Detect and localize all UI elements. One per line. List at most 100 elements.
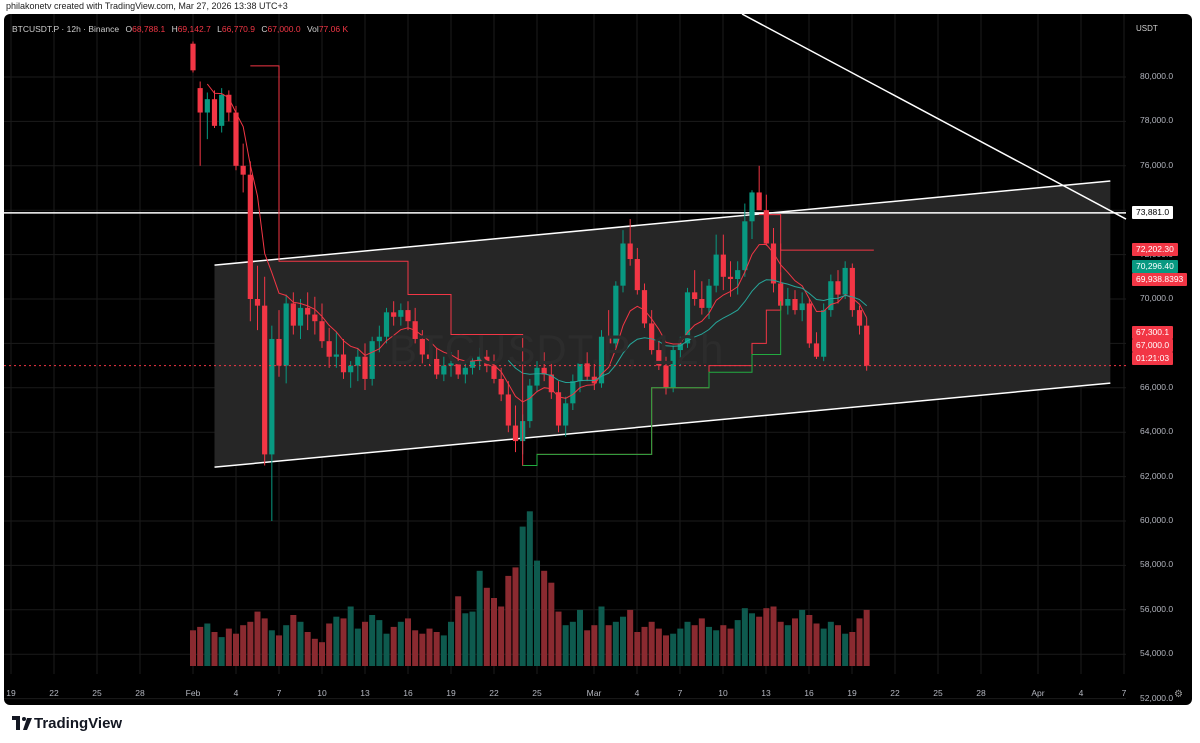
volume-bar	[799, 609, 806, 666]
candle-body	[226, 94, 232, 113]
date-tick-label: 10	[317, 688, 327, 698]
volume-bar	[684, 621, 691, 666]
volume-bar	[376, 620, 383, 666]
volume-bar	[849, 632, 856, 666]
volume-bar	[562, 625, 569, 666]
channel-fill	[214, 181, 1111, 468]
volume-bar	[827, 621, 834, 666]
candle-body	[469, 361, 476, 368]
candle-body	[534, 367, 540, 386]
volume-bar	[190, 630, 196, 666]
volume-bar	[426, 628, 433, 666]
candle-body	[699, 299, 705, 308]
volume-value: 77.06 K	[318, 24, 349, 34]
volume-bar	[261, 618, 268, 666]
volume-bar	[612, 621, 619, 666]
volume-bar	[784, 625, 791, 666]
date-tick-label: 22	[890, 688, 900, 698]
date-tick-label: 16	[403, 688, 413, 698]
candle-body	[821, 310, 827, 357]
candle-body	[684, 292, 691, 344]
candle-body	[849, 267, 855, 311]
date-tick-label: 7	[276, 688, 282, 698]
date-tick-label: 7	[677, 688, 683, 698]
volume-bar	[634, 632, 641, 666]
candle-body	[828, 281, 834, 311]
close-label: C	[261, 24, 268, 34]
volume-bar	[569, 621, 576, 666]
candle-body	[254, 299, 261, 306]
volume-bar	[842, 633, 849, 666]
candle-body	[340, 354, 347, 373]
volume-bar	[512, 567, 519, 666]
date-tick-label: 19	[446, 688, 456, 698]
date-tick-label: 4	[233, 688, 239, 698]
volume-bar	[491, 598, 497, 666]
volume-bar	[670, 633, 677, 666]
candle-body	[512, 425, 519, 442]
chart-frame[interactable]: BTCUSDT.P · 12h · Binance O68,788.1 H69,…	[4, 14, 1192, 705]
price-tick-label: 60,000.0	[1140, 515, 1174, 525]
candle-body	[448, 363, 454, 366]
candle-body	[634, 259, 640, 291]
volume-bar	[405, 618, 411, 666]
volume-bar	[835, 625, 841, 666]
date-tick-label: Apr	[1031, 688, 1045, 698]
candle-body	[441, 365, 447, 375]
candle-body	[219, 94, 225, 126]
candle-body	[262, 305, 268, 455]
candle-body	[376, 336, 382, 342]
volume-bar	[698, 618, 705, 666]
volume-bar	[455, 596, 462, 666]
candle-body	[742, 221, 748, 271]
volume-bar	[663, 635, 669, 666]
candle-body	[491, 365, 497, 379]
volume-bar	[462, 613, 469, 666]
volume-bar	[483, 587, 490, 666]
candle-body	[419, 338, 425, 355]
candle-body	[297, 307, 304, 326]
volume-bar	[448, 621, 454, 666]
ema-line	[507, 279, 868, 384]
volume-bar	[311, 638, 318, 666]
price-tick-label: 52,000.0	[1140, 692, 1174, 703]
volume-bar	[706, 626, 712, 666]
volume-bar	[727, 628, 734, 666]
date-tick-label: 19	[6, 688, 16, 698]
volume-bar	[218, 637, 225, 666]
date-tick-label: 25	[92, 688, 102, 698]
price-axis-unit[interactable]: USDT	[1136, 24, 1158, 33]
candle-body	[398, 310, 404, 317]
price-chart[interactable]	[4, 14, 1192, 705]
volume-bar	[268, 630, 275, 666]
volume-bar	[605, 625, 612, 666]
volume-bar	[720, 625, 727, 666]
price-tick-label: 78,000.0	[1140, 115, 1174, 126]
candle-body	[240, 165, 246, 175]
price-tick-label: 64,000.0	[1140, 426, 1174, 437]
candle-body	[405, 310, 411, 322]
candle-body	[713, 254, 719, 286]
volume-bars	[190, 511, 870, 666]
candle-body	[269, 338, 275, 455]
volume-bar	[476, 570, 483, 666]
candle-body	[498, 378, 504, 395]
volume-bar	[620, 616, 626, 666]
candle-body	[656, 350, 662, 366]
volume-bar	[362, 621, 368, 666]
tradingview-logo-icon	[12, 716, 32, 730]
volume-bar	[354, 628, 361, 666]
volume-bar	[541, 570, 548, 666]
volume-bar	[741, 608, 748, 666]
volume-bar	[297, 621, 304, 666]
candle-body	[627, 243, 633, 260]
volume-bar	[383, 633, 390, 666]
symbol-title[interactable]: BTCUSDT.P · 12h · Binance	[12, 24, 120, 34]
candle-body	[541, 367, 547, 375]
open-label: O	[125, 24, 133, 34]
candle-body	[692, 292, 698, 299]
candle-body	[290, 303, 296, 326]
high-label: H	[171, 24, 178, 34]
gear-icon[interactable]: ⚙	[1174, 689, 1183, 700]
share-caption: philakonetv created with TradingView.com…	[6, 1, 288, 11]
